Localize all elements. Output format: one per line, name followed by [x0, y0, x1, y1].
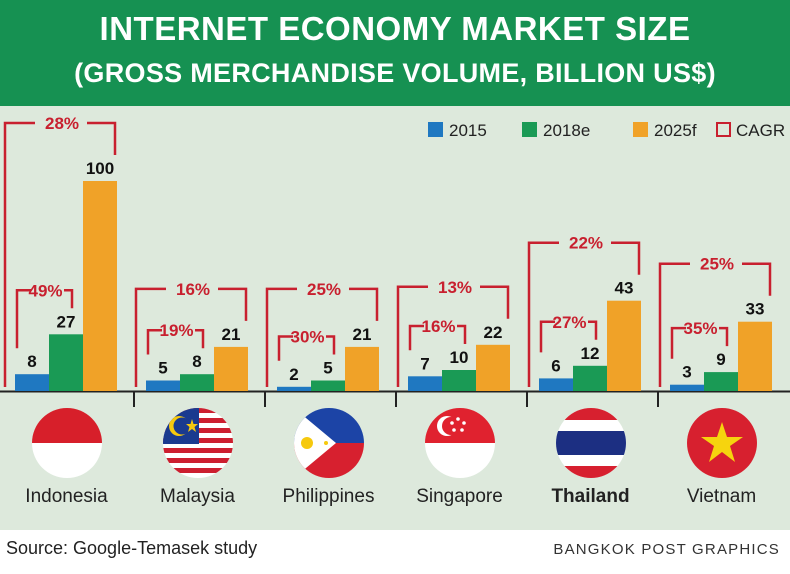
- cagr-bracket-short-left-vietnam: [670, 326, 686, 359]
- cagr-bracket-short-right-vietnam: [719, 326, 729, 347]
- singapore-flag-icon: [425, 408, 495, 478]
- source-note: Source: Google-Temasek study: [6, 538, 258, 558]
- bar-malaysia-2025f: [214, 346, 248, 391]
- value-label-indonesia-2015: 8: [27, 352, 36, 371]
- bar-singapore-2015: [408, 376, 442, 391]
- cagr-bracket-short-right-malaysia: [195, 328, 205, 349]
- cagr-bracket-short-left-malaysia: [146, 328, 162, 355]
- bar-singapore-2018e: [442, 370, 476, 391]
- bar-vietnam-2025f: [738, 321, 772, 391]
- value-label-singapore-2015: 7: [420, 354, 429, 373]
- vietnam-flag-icon: [687, 408, 757, 478]
- legend-swatch-cagr: [716, 122, 731, 137]
- country-label-malaysia: Malaysia: [160, 486, 235, 507]
- bar-thailand-2025f: [607, 300, 641, 391]
- value-label-vietnam-2015: 3: [682, 363, 691, 382]
- cagr-label-long-thailand: 22%: [569, 234, 603, 253]
- value-label-thailand-2018e: 12: [581, 344, 600, 363]
- cagr-bracket-long-left-philippines: [265, 287, 297, 387]
- legend-label-2: 2025f: [654, 121, 697, 140]
- bar-philippines-2025f: [345, 346, 379, 391]
- cagr-bracket-long-right-indonesia: [87, 121, 117, 155]
- legend-swatch-0: [428, 122, 443, 137]
- cagr-label-short-thailand: 27%: [552, 313, 586, 332]
- thailand-flag-icon: [556, 408, 626, 478]
- value-label-singapore-2018e: 10: [450, 348, 469, 367]
- legend-label-0: 2015: [449, 121, 487, 140]
- philippines-flag-icon: [294, 408, 364, 478]
- cagr-bracket-short-right-indonesia: [64, 289, 74, 309]
- country-label-vietnam: Vietnam: [686, 486, 757, 507]
- legend-label-1: 2018e: [543, 121, 590, 140]
- cagr-bracket-long-right-malaysia: [218, 287, 248, 321]
- cagr-bracket-short-right-thailand: [588, 320, 598, 340]
- country-label-singapore: Singapore: [416, 486, 503, 507]
- value-label-philippines-2018e: 5: [323, 359, 332, 378]
- indonesia-flag-icon: [32, 408, 102, 478]
- cagr-bracket-long-left-vietnam: [658, 262, 690, 387]
- value-label-malaysia-2025f: 21: [222, 325, 241, 344]
- cagr-label-short-vietnam: 35%: [683, 319, 717, 338]
- header-banner: INTERNET ECONOMY MARKET SIZE (GROSS MERC…: [0, 0, 790, 106]
- value-label-thailand-2025f: 43: [615, 279, 634, 298]
- cagr-bracket-long-right-vietnam: [742, 262, 772, 296]
- legend-swatch-2: [633, 122, 648, 137]
- cagr-bracket-short-left-singapore: [408, 324, 424, 351]
- bar-malaysia-2015: [146, 380, 180, 391]
- credit-line: BANGKOK POST GRAPHICS: [553, 541, 780, 558]
- value-label-malaysia-2015: 5: [158, 359, 167, 378]
- bar-thailand-2018e: [573, 365, 607, 391]
- cagr-bracket-long-left-indonesia: [3, 121, 35, 387]
- cagr-bracket-long-left-singapore: [396, 285, 428, 387]
- cagr-label-long-malaysia: 16%: [176, 280, 210, 299]
- value-label-indonesia-2025f: 100: [86, 159, 114, 178]
- bar-thailand-2015: [539, 378, 573, 391]
- country-label-indonesia: Indonesia: [25, 486, 108, 507]
- value-label-philippines-2025f: 21: [353, 325, 372, 344]
- legend-label-cagr: CAGR: [736, 121, 785, 140]
- cagr-label-long-singapore: 13%: [438, 278, 472, 297]
- bar-vietnam-2018e: [704, 372, 738, 391]
- bar-vietnam-2015: [670, 384, 704, 391]
- value-label-philippines-2015: 2: [289, 365, 298, 384]
- malaysia-flag-icon: [163, 408, 233, 478]
- cagr-bracket-long-right-singapore: [480, 285, 510, 319]
- bar-philippines-2015: [277, 386, 311, 391]
- cagr-bracket-long-right-thailand: [611, 241, 641, 275]
- bar-indonesia-2015: [15, 374, 49, 391]
- chart-subtitle: (GROSS MERCHANDISE VOLUME, BILLION US$): [74, 58, 716, 88]
- value-label-thailand-2015: 6: [551, 356, 560, 375]
- country-label-philippines: Philippines: [282, 486, 375, 507]
- value-label-singapore-2025f: 22: [484, 323, 503, 342]
- cagr-bracket-short-left-thailand: [539, 320, 555, 353]
- cagr-label-short-malaysia: 19%: [159, 321, 193, 340]
- cagr-label-long-philippines: 25%: [307, 280, 341, 299]
- country-label-thailand: Thailand: [551, 486, 630, 507]
- bar-indonesia-2025f: [83, 181, 117, 391]
- cagr-label-short-indonesia: 49%: [28, 281, 62, 300]
- value-label-vietnam-2018e: 9: [716, 350, 725, 369]
- bar-singapore-2025f: [476, 344, 510, 391]
- bar-malaysia-2018e: [180, 374, 214, 391]
- cagr-bracket-long-right-philippines: [349, 287, 379, 321]
- cagr-bracket-long-left-malaysia: [134, 287, 166, 387]
- chart-panel: 2015 2018e 2025f CAGR 8 27 100 49% 28% 5 8 21 19% 16%…: [0, 106, 790, 530]
- value-label-indonesia-2018e: 27: [57, 312, 76, 331]
- cagr-label-short-philippines: 30%: [290, 328, 324, 347]
- legend-swatch-1: [522, 122, 537, 137]
- cagr-bracket-short-left-indonesia: [15, 289, 31, 349]
- cagr-bracket-short-right-philippines: [326, 335, 336, 355]
- bar-philippines-2018e: [311, 380, 345, 391]
- cagr-label-long-indonesia: 28%: [45, 114, 79, 133]
- bar-indonesia-2018e: [49, 334, 83, 391]
- value-label-vietnam-2025f: 33: [746, 300, 765, 319]
- cagr-label-long-vietnam: 25%: [700, 255, 734, 274]
- chart-title: INTERNET ECONOMY MARKET SIZE: [99, 10, 691, 47]
- value-label-malaysia-2018e: 8: [192, 352, 201, 371]
- cagr-label-short-singapore: 16%: [421, 317, 455, 336]
- cagr-bracket-long-left-thailand: [527, 241, 559, 387]
- cagr-bracket-short-right-singapore: [457, 324, 467, 344]
- cagr-bracket-short-left-philippines: [277, 335, 293, 361]
